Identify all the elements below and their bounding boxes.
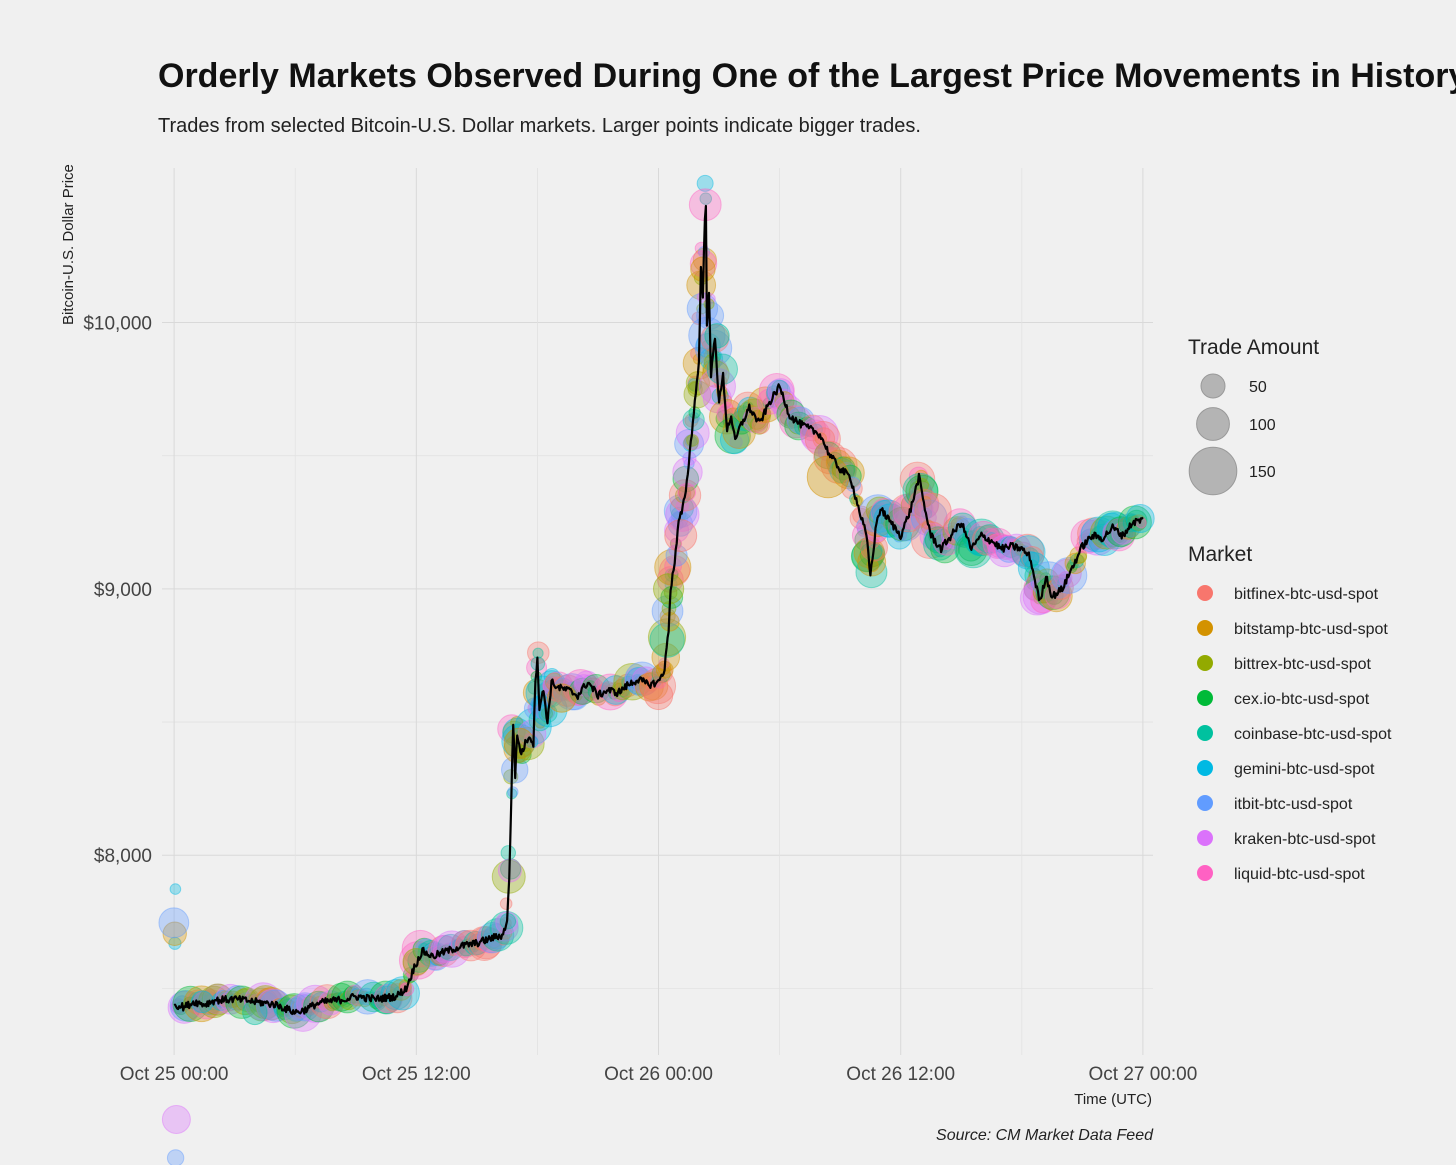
size-legend-circle [1196, 407, 1230, 441]
trade-point [161, 1105, 191, 1135]
trade-point [601, 675, 631, 705]
trade-point [914, 492, 952, 531]
trade-point [651, 664, 671, 684]
x-tick-label: Oct 26 00:00 [604, 1064, 713, 1085]
price-line-path [173, 204, 1144, 1015]
y-axis-ticks: $8,000 $9,000 $10,000 [83, 313, 152, 867]
y-tick-label: $9,000 [94, 580, 152, 601]
trade-point [168, 936, 182, 950]
trade-point [639, 667, 677, 705]
trade-point [499, 897, 513, 911]
market-legend-key [1197, 690, 1213, 706]
trade-point [1080, 516, 1117, 553]
market-legend-label: coinbase-btc-usd-spot [1234, 726, 1392, 743]
market-legend-label: cex.io-btc-usd-spot [1234, 691, 1370, 708]
grid [162, 168, 1153, 1055]
x-axis-ticks: Oct 25 00:00 Oct 25 12:00 Oct 26 00:00 Oct … [120, 1064, 1198, 1085]
x-axis-label: Time (UTC) [1074, 1091, 1152, 1108]
trade-point [293, 994, 318, 1018]
trade-point [664, 519, 698, 553]
chart-subtitle: Trades from selected Bitcoin-U.S. Dollar… [158, 115, 921, 137]
market-legend-label: itbit-btc-usd-spot [1234, 796, 1353, 813]
x-tick-label: Oct 26 12:00 [846, 1064, 955, 1085]
chart-title: Orderly Markets Observed During One of t… [158, 57, 1456, 95]
trade-point [910, 499, 948, 537]
market-legend-key [1197, 830, 1213, 846]
trade-point [652, 662, 673, 684]
trade-point [651, 595, 684, 627]
trade-point [380, 978, 412, 1011]
trade-points [158, 174, 1155, 1165]
trade-point [659, 607, 676, 625]
size-legend-label: 150 [1249, 464, 1276, 481]
market-legend-label: kraken-btc-usd-spot [1234, 831, 1376, 848]
trade-point [720, 401, 734, 415]
trade-point [158, 907, 190, 939]
trade-point [776, 399, 806, 429]
market-legend-title: Market [1188, 543, 1252, 566]
trade-point [500, 845, 516, 861]
y-axis-label: Bitcoin-U.S. Dollar Price [60, 164, 77, 325]
trade-point [714, 417, 751, 454]
trade-point [1017, 552, 1050, 585]
x-tick-label: Oct 27 00:00 [1089, 1064, 1198, 1085]
x-tick-label: Oct 25 12:00 [362, 1064, 471, 1085]
trade-point [1010, 533, 1045, 568]
size-legend: 50 100 150 [1188, 373, 1276, 496]
trade-point [704, 323, 730, 349]
market-legend-key [1197, 865, 1213, 881]
market-legend-label: bitstamp-btc-usd-spot [1234, 621, 1388, 638]
trade-point [812, 427, 836, 450]
market-legend-key [1197, 760, 1213, 776]
trade-point [691, 311, 706, 326]
y-tick-label: $10,000 [83, 313, 152, 334]
market-legend-label: gemini-btc-usd-spot [1234, 761, 1375, 778]
market-legend-label: liquid-btc-usd-spot [1234, 866, 1365, 883]
trade-point [930, 533, 960, 564]
market-legend: bitfinex-btc-usd-spot bitstamp-btc-usd-sp… [1197, 585, 1392, 883]
trade-point [402, 947, 431, 976]
trade-point [1019, 581, 1055, 616]
size-legend-label: 100 [1249, 417, 1276, 434]
trade-point [954, 530, 993, 569]
trade-point [722, 415, 756, 449]
trade-point [968, 535, 987, 555]
trade-point [852, 505, 871, 525]
trade-point [162, 921, 187, 946]
price-line [173, 204, 1144, 1015]
trade-point [534, 717, 546, 729]
trade-point [1044, 583, 1071, 610]
trade-point [507, 786, 519, 798]
size-legend-circle [1188, 446, 1238, 496]
x-tick-label: Oct 25 00:00 [120, 1064, 229, 1085]
trade-point [696, 174, 714, 192]
trade-point [546, 683, 577, 713]
market-legend-label: bitfinex-btc-usd-spot [1234, 586, 1379, 603]
trade-point [690, 346, 705, 361]
trade-point [166, 1149, 185, 1165]
trade-point [902, 472, 939, 509]
market-legend-key [1197, 585, 1213, 601]
size-legend-circle [1200, 373, 1226, 399]
market-legend-label: bittrex-btc-usd-spot [1234, 656, 1371, 673]
market-legend-key [1197, 655, 1213, 671]
trade-point [699, 192, 713, 205]
source-caption: Source: CM Market Data Feed [936, 1127, 1154, 1144]
trade-point [653, 573, 685, 605]
y-tick-label: $8,000 [94, 846, 152, 867]
trade-point [687, 375, 703, 391]
trade-point [169, 883, 182, 895]
size-legend-title: Trade Amount [1188, 336, 1319, 359]
size-legend-label: 50 [1249, 379, 1267, 396]
trade-point [806, 455, 850, 499]
market-legend-key [1197, 795, 1213, 811]
market-legend-key [1197, 620, 1213, 636]
market-legend-key [1197, 725, 1213, 741]
